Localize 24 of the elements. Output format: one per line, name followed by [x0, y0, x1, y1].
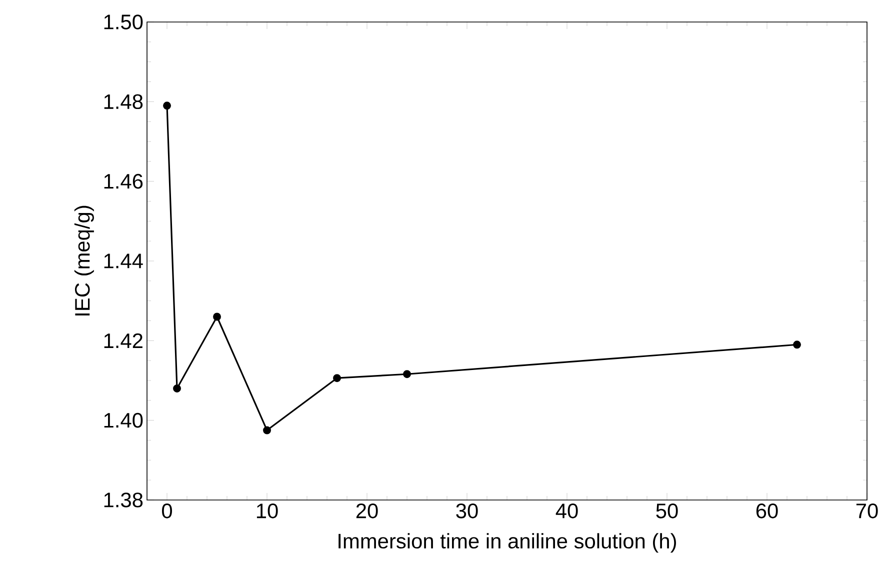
x-tick-label: 60: [756, 504, 778, 518]
point: [213, 312, 221, 321]
y-tick-label: 1.50: [104, 14, 143, 30]
y-axis-title: IEC (meq/g): [74, 206, 94, 316]
x-tick-label: 10: [256, 504, 278, 518]
y-tick-label: 1.44: [104, 254, 143, 268]
point: [333, 374, 341, 382]
y-tick-label: 1.48: [104, 94, 143, 110]
x-tick-label: 40: [556, 504, 578, 518]
point: [793, 340, 801, 349]
y-tick-label: 1.40: [104, 412, 143, 428]
point: [163, 102, 171, 110]
point: [403, 370, 411, 378]
x-tick-label: 30: [456, 504, 478, 518]
y-tick-label: 1.46: [104, 174, 143, 189]
x-axis-title: Immersion time in aniline solution (h): [338, 533, 676, 553]
x-tick-label: 20: [356, 504, 378, 518]
x-tick-label: 70: [856, 504, 878, 518]
y-tick-label: 1.38: [104, 492, 143, 508]
point: [173, 384, 181, 392]
y-tick-label: 1.42: [104, 333, 142, 348]
point: [263, 426, 271, 434]
x-tick-label: 0: [162, 504, 172, 518]
x-tick-label: 50: [656, 504, 678, 518]
